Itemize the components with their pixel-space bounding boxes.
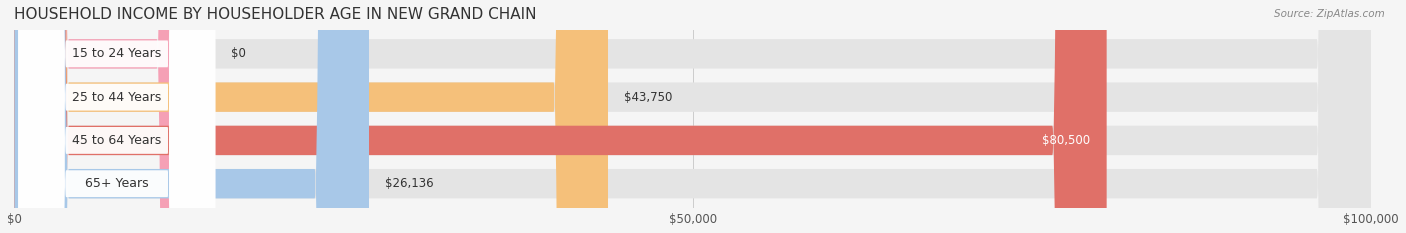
Text: Source: ZipAtlas.com: Source: ZipAtlas.com (1274, 9, 1385, 19)
FancyBboxPatch shape (14, 0, 1371, 233)
FancyBboxPatch shape (14, 0, 607, 233)
Text: 15 to 24 Years: 15 to 24 Years (72, 47, 162, 60)
FancyBboxPatch shape (14, 0, 368, 233)
Text: 65+ Years: 65+ Years (84, 177, 149, 190)
Text: 45 to 64 Years: 45 to 64 Years (72, 134, 162, 147)
FancyBboxPatch shape (18, 0, 215, 233)
Text: $0: $0 (232, 47, 246, 60)
Text: HOUSEHOLD INCOME BY HOUSEHOLDER AGE IN NEW GRAND CHAIN: HOUSEHOLD INCOME BY HOUSEHOLDER AGE IN N… (14, 7, 537, 22)
FancyBboxPatch shape (14, 0, 1371, 233)
Text: $80,500: $80,500 (1042, 134, 1091, 147)
Text: $26,136: $26,136 (385, 177, 434, 190)
FancyBboxPatch shape (14, 0, 1371, 233)
Text: 25 to 44 Years: 25 to 44 Years (72, 91, 162, 104)
FancyBboxPatch shape (18, 0, 215, 233)
FancyBboxPatch shape (18, 0, 215, 233)
FancyBboxPatch shape (14, 0, 1107, 233)
FancyBboxPatch shape (14, 0, 1371, 233)
Text: $43,750: $43,750 (624, 91, 672, 104)
FancyBboxPatch shape (18, 0, 215, 233)
FancyBboxPatch shape (14, 0, 211, 233)
